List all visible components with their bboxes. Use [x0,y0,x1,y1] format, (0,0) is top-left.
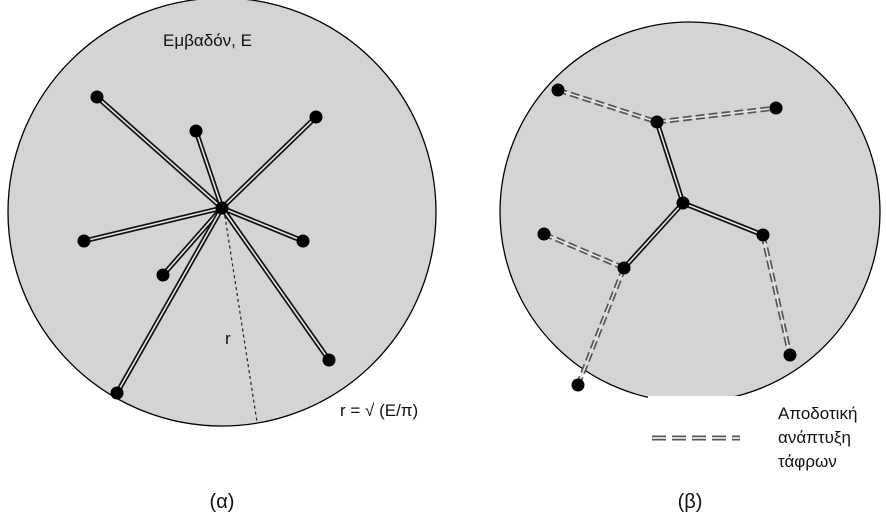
branch-4 [575,267,627,386]
legend-line-3: τάφρων [778,452,837,471]
radius-label: r [225,329,231,348]
node [322,353,336,367]
legend-line-1: Αποδοτική [778,404,857,423]
trunk-1 [654,121,686,204]
panel-a: Εμβαδόν, Ε r r = √ (Ε/π) (α) [7,0,437,513]
spokes [83,95,332,395]
area-disc-b [499,21,881,403]
spoke-6 [161,206,224,277]
spoke-7 [219,206,332,362]
formula-label: r = √ (Ε/π) [340,401,418,420]
branch-3 [543,231,625,271]
spoke-8 [114,206,225,395]
caption-b: (β) [678,491,703,513]
branch-2 [656,105,777,125]
node [77,234,91,248]
legend-bg [648,396,880,476]
panel-b: (β) [499,21,881,513]
node [110,386,124,400]
node [296,234,310,248]
spoke-3 [220,115,318,210]
nodes-b [537,83,797,392]
node [783,348,797,362]
node [676,196,690,210]
branch-1 [557,87,658,125]
spoke-5 [221,205,304,244]
node [537,227,551,241]
center-node [215,201,229,215]
dashed-branches [543,87,793,386]
node [571,378,585,392]
branch-5 [760,234,793,356]
node [769,101,783,115]
caption-a: (α) [210,491,235,513]
trunk-3 [682,200,764,238]
node [756,228,770,242]
area-label: Εμβαδόν, Ε [163,31,252,50]
spoke-2 [193,130,225,209]
spoke-1 [95,95,224,210]
node [189,124,203,138]
node [156,268,170,282]
node [309,110,323,124]
node [617,261,631,275]
legend: Αποδοτική ανάπτυξη τάφρων [648,396,880,476]
legend-line-2: ανάπτυξη [778,428,851,447]
spoke-4 [83,205,223,244]
node [551,83,565,97]
nodes-a [77,90,336,400]
node [650,115,664,129]
trunk-lines [622,121,764,270]
trunk-2 [622,201,685,270]
node [90,90,104,104]
